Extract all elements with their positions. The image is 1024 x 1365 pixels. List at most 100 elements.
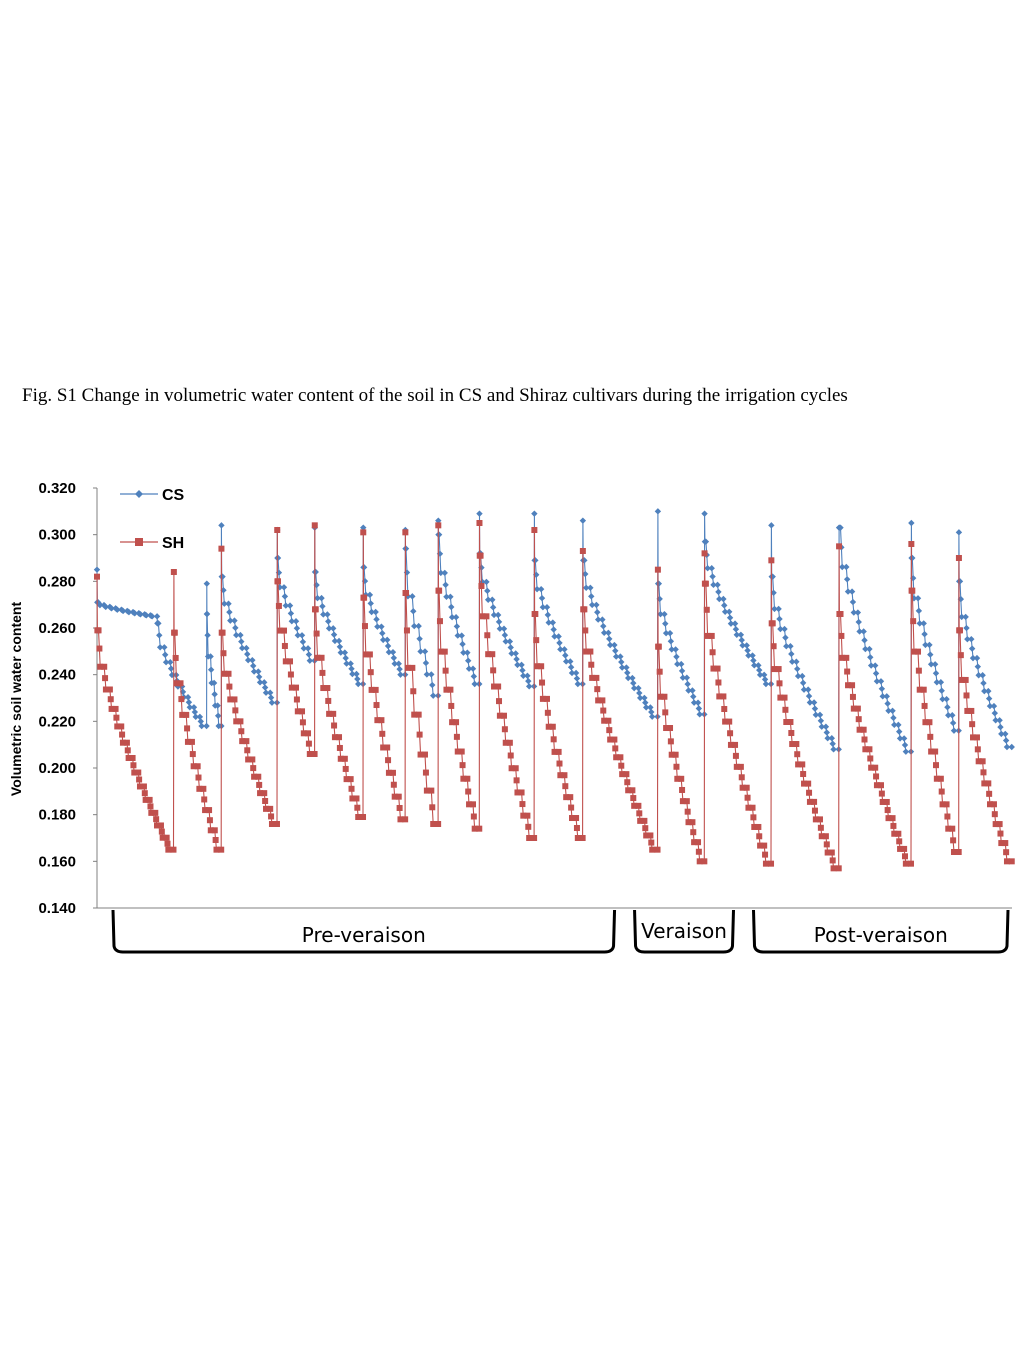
sh-point [353,795,360,802]
sh-point [177,680,184,687]
sh-point [183,711,190,718]
sh-point [689,819,696,826]
legend-sh-marker [135,538,143,546]
sh-point [348,785,355,792]
cs-point [561,646,568,653]
sh-point [878,790,885,797]
cs-point [828,734,836,742]
sh-point [843,654,850,661]
sh-point [902,860,909,867]
sh-point [879,798,886,805]
cs-point [709,573,716,580]
sh-point [828,849,835,856]
sh-point [525,823,532,830]
cs-point [210,679,218,687]
sh-point [939,801,946,808]
cs-point [232,624,239,632]
sh-point [806,798,813,805]
sh-point [337,755,344,762]
sh-point [173,680,180,687]
sh-point [238,728,245,735]
sh-point [489,651,496,658]
cs-point [667,638,675,645]
sh-point [94,573,100,580]
sh-point [206,817,213,824]
sh-point [152,809,159,816]
sh-point [745,804,752,811]
sh-point [219,629,226,636]
sh-point [607,736,614,743]
sh-point [568,804,575,811]
sh-point [123,739,130,746]
cs-point [594,609,601,616]
sh-point [196,785,203,792]
sh-point [956,627,963,634]
phase-label: Post-veraison [814,923,948,947]
sh-point [220,650,227,657]
sh-point [119,731,126,738]
sh-point [372,686,379,693]
sh-point [158,828,165,835]
sh-point [477,552,484,559]
cs-point [755,662,762,669]
sh-point [201,796,208,803]
cs-point [568,669,576,677]
sh-point [533,637,540,644]
sh-point [829,857,836,864]
sh-point [794,751,801,758]
cs-point [656,595,663,603]
sh-point [950,849,957,855]
cs-point [557,646,564,653]
sh-point [374,717,381,724]
sh-point [938,788,945,795]
sh-point [170,569,177,575]
cs-point [920,620,927,627]
sh-point [981,780,988,787]
sh-point [617,754,624,761]
sh-point [531,527,538,533]
sh-point [184,738,191,745]
sh-point [313,630,320,637]
sh-point [131,769,138,776]
sh-point [812,816,819,823]
sh-point [943,801,950,808]
chart-series [93,508,1015,872]
cs-point [470,673,478,680]
sh-point [727,741,734,748]
cs-point [867,662,875,669]
cs-point [532,557,539,564]
sh-point [207,827,214,834]
sh-point [226,683,233,690]
cs-point [963,624,970,632]
sh-point [726,718,733,725]
cs-point [949,712,956,719]
sh-point [845,682,852,689]
cs-point [996,717,1003,724]
cs-point [720,595,727,603]
cs-point [964,635,971,643]
cs-point [489,596,496,603]
cs-point [403,569,411,576]
cs-point [629,674,636,682]
sh-point [368,686,375,693]
sh-point [970,734,977,741]
sh-point [835,865,842,872]
sh-point [985,780,992,787]
cs-point [674,660,681,668]
cs-point [184,694,192,701]
cs-point [588,601,596,609]
sh-point [866,746,873,753]
sh-point [312,606,319,613]
sh-point [318,654,325,661]
sh-point [648,839,655,846]
sh-point [447,686,454,693]
sh-point [889,815,896,822]
sh-point [975,758,982,765]
sh-point [685,819,692,826]
sh-point [678,775,685,782]
sh-point [331,734,338,741]
y-tick-label: 0.180 [38,807,76,824]
cs-point [635,684,642,692]
sh-point [502,739,509,746]
sh-point [306,751,313,757]
